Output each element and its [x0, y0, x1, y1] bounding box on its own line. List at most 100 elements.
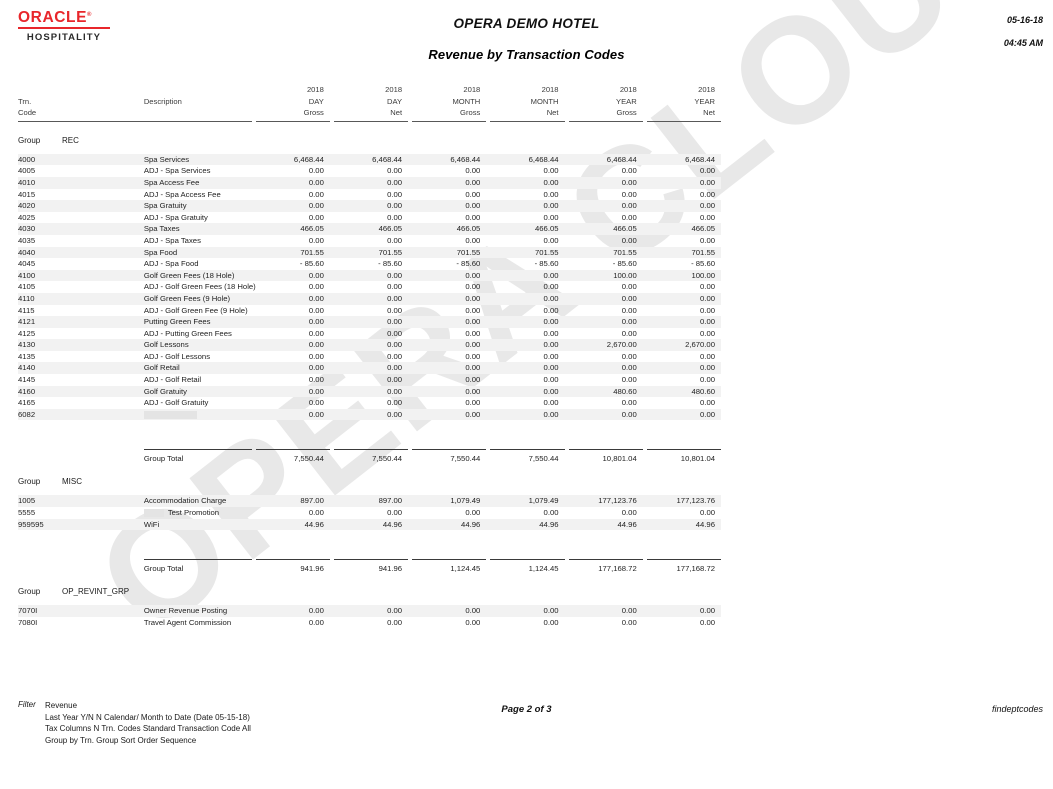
- table-row[interactable]: 4130 Golf Lessons 0.00 0.00 0.00 0.00 2,670.00…: [18, 339, 721, 351]
- cell-amount-2: 0.00: [465, 305, 481, 315]
- cell-description: ADJ - Golf Green Fees (18 Hole): [82, 281, 256, 293]
- cell-amount-3: 1,079.49: [486, 495, 565, 508]
- cell-amount-3: 0.00: [543, 189, 559, 199]
- cell-amount-1: 466.05: [329, 223, 409, 235]
- cell-trn-code: 7070I: [18, 605, 82, 617]
- table-row[interactable]: 4045 ADJ - Spa Food - 85.60 - 85.60 - 85.60 -…: [18, 258, 721, 270]
- table-row[interactable]: 4165 ADJ - Golf Gratuity 0.00 0.00 0.00 0.00 0…: [18, 397, 721, 409]
- table-row[interactable]: 5555 Test Promotion 0.00 0.00 0.00 0.00 0.00 0.…: [18, 507, 721, 519]
- cell-amount-4: 0.00: [621, 166, 637, 176]
- cell-amount-4: 0.00: [564, 176, 643, 189]
- cell-amount-2: 0.00: [465, 351, 481, 361]
- cell-trn-code: 4025: [18, 212, 36, 222]
- table-row[interactable]: 4140 Golf Retail 0.00 0.00 0.00 0.00 0.00 0.00: [18, 362, 721, 375]
- cell-description: ADJ - Spa Taxes: [82, 235, 252, 247]
- cell-amount-4: 177,123.76: [564, 495, 643, 508]
- oracle-hospitality-logo: ORACLE® HOSPITALITY: [18, 7, 113, 43]
- cell-description: Travel Agent Commission: [82, 617, 252, 629]
- table-row[interactable]: 4040 Spa Food 701.55 701.55 701.55 701.55 701.…: [18, 246, 721, 259]
- col-header-day-gross: 2018 DAY Gross: [303, 85, 324, 118]
- table-row[interactable]: 4020 Spa Gratuity 0.00 0.00 0.00 0.00 0.00 0.00: [18, 200, 721, 212]
- cell-description: Golf Retail: [81, 362, 252, 375]
- table-row[interactable]: 4125 ADJ - Putting Green Fees 0.00 0.00 0.00…: [18, 328, 721, 340]
- cell-amount-2: 0.00: [465, 328, 481, 338]
- cell-description: ADJ - Golf Lessons: [82, 351, 252, 363]
- cell-amount-5: 0.00: [642, 408, 721, 421]
- table-row[interactable]: 7070I Owner Revenue Posting 0.00 0.00 0.00 0.…: [18, 605, 721, 617]
- cell-amount-4: 0.00: [621, 617, 637, 627]
- cell-amount-4: 0.00: [564, 408, 643, 421]
- cell-amount-1: 0.00: [387, 328, 403, 338]
- group-total-label: Group Total: [143, 564, 184, 574]
- cell-amount-1: 0.00: [387, 508, 403, 518]
- cell-amount-3: 0.00: [543, 282, 559, 292]
- table-row[interactable]: 4035 ADJ - Spa Taxes 0.00 0.00 0.00 0.00 0.00 0…: [18, 235, 721, 247]
- table-row[interactable]: 4105 ADJ - Golf Green Fees (18 Hole) 0.00 0…: [18, 281, 721, 293]
- cell-amount-2: 0.00: [408, 385, 487, 398]
- cell-amount-2: 0.00: [465, 235, 481, 245]
- cell-amount-5: 0.00: [642, 176, 721, 189]
- table-row[interactable]: 4110 Golf Green Fees (9 Hole) 0.00 0.00 0.00…: [18, 292, 721, 305]
- cell-amount-1: 0.00: [329, 200, 409, 212]
- description-text: ADJ - Spa Gratuity: [143, 212, 208, 222]
- table-row[interactable]: 4145 ADJ - Golf Retail 0.00 0.00 0.00 0.00 0.0…: [18, 374, 721, 386]
- group-total-amount-2: 1,124.45: [450, 564, 481, 574]
- group-name: OP_REVINT_GRP: [62, 587, 130, 597]
- cell-description: ADJ - Spa Gratuity: [82, 212, 252, 224]
- cell-amount-1: 0.00: [329, 362, 409, 375]
- cell-amount-0: 0.00: [308, 328, 324, 338]
- cell-amount-0: 0.00: [308, 189, 324, 199]
- cell-description: ADJ - Golf Retail: [82, 374, 252, 386]
- table-row[interactable]: 4160 Golf Gratuity 0.00 0.00 0.00 0.00 480.60 4…: [18, 385, 721, 398]
- table-row[interactable]: 1005 Accommodation Charge 897.00 897.00 1,07…: [18, 495, 721, 508]
- table-row[interactable]: 4025 ADJ - Spa Gratuity 0.00 0.00 0.00 0.00 0.…: [18, 212, 721, 224]
- filter-line-2: Tax Columns N Trn. Codes Standard Transa…: [45, 724, 251, 733]
- cell-description: Golf Gratuity: [81, 385, 252, 398]
- cell-amount-0: 0.00: [251, 176, 330, 189]
- cell-amount-4: 0.00: [564, 605, 643, 617]
- cell-amount-3: 701.55: [486, 246, 565, 259]
- group-total-row: Group Total 941.96 941.96 1,124.45 1,124.45 1…: [18, 562, 721, 575]
- group-total-label: Group Total: [143, 454, 184, 464]
- table-row[interactable]: 4121 Putting Green Fees 0.00 0.00 0.00 0.00 0.…: [18, 316, 721, 328]
- cell-amount-5: 0.00: [700, 351, 715, 361]
- report-table-area: Trn. Code Description 2018 DAY Gross: [0, 84, 1053, 628]
- table-row[interactable]: 4010 Spa Access Fee 0.00 0.00 0.00 0.00 0.00 0.…: [18, 176, 721, 189]
- group-total-amount-3: 7,550.44: [528, 454, 559, 464]
- cell-trn-code: 4145: [18, 375, 36, 385]
- cell-amount-5: 6,468.44: [642, 153, 721, 166]
- cell-amount-3: 0.00: [543, 617, 559, 627]
- table-row[interactable]: 4135 ADJ - Golf Lessons 0.00 0.00 0.00 0.00 0.…: [18, 351, 721, 363]
- cell-amount-3: 0.00: [486, 269, 565, 282]
- table-row[interactable]: 4000 Spa Services 6,468.44 6,468.44 6,468.44…: [18, 153, 721, 166]
- table-row[interactable]: 4100 Golf Green Fees (18 Hole) 0.00 0.00 0.0…: [18, 269, 721, 282]
- cell-amount-4: 0.00: [621, 189, 637, 199]
- description-text: Spa Food: [143, 247, 178, 257]
- cell-amount-1: 0.00: [387, 305, 403, 315]
- cell-description: Golf Green Fees (9 Hole): [81, 292, 252, 305]
- cell-amount-5: 0.00: [642, 200, 721, 212]
- cell-amount-4: 0.00: [621, 212, 637, 222]
- cell-description: Spa Gratuity: [81, 200, 252, 212]
- cell-amount-0: 0.00: [308, 305, 324, 315]
- cell-amount-0: 0.00: [251, 316, 330, 328]
- cell-trn-code: 4045: [18, 259, 36, 269]
- table-row[interactable]: 959595 WiFi 44.96 44.96 44.96 44.96 44.96 44.96: [18, 518, 721, 531]
- table-row[interactable]: 4005 ADJ - Spa Services 0.00 0.00 0.00 0.00 0.…: [18, 165, 721, 177]
- group-total-amount-3: 1,124.45: [528, 564, 559, 574]
- cell-description: [81, 408, 252, 421]
- cell-amount-1: 0.00: [387, 235, 403, 245]
- table-row[interactable]: 6082 0.00 0.00 0.00 0.00 0.00 0.00: [18, 408, 721, 421]
- cell-amount-2: 0.00: [465, 617, 481, 627]
- cell-amount-3: 0.00: [543, 508, 559, 518]
- cell-description: Golf Green Fees (18 Hole): [81, 269, 252, 282]
- table-row[interactable]: 7080I Travel Agent Commission 0.00 0.00 0.00…: [18, 617, 721, 629]
- cell-amount-3: - 85.60: [534, 259, 559, 269]
- table-row[interactable]: 4015 ADJ - Spa Access Fee 0.00 0.00 0.00 0.00…: [18, 189, 721, 201]
- cell-amount-2: 701.55: [408, 246, 487, 259]
- cell-amount-5: 0.00: [700, 617, 715, 627]
- cell-trn-code: 4121: [18, 316, 82, 328]
- table-row[interactable]: 4030 Spa Taxes 466.05 466.05 466.05 466.05 466…: [18, 223, 721, 235]
- table-row[interactable]: 4115 ADJ - Golf Green Fee (9 Hole) 0.00 0.0…: [18, 305, 721, 317]
- group-total-amount-0: 7,550.44: [293, 454, 324, 464]
